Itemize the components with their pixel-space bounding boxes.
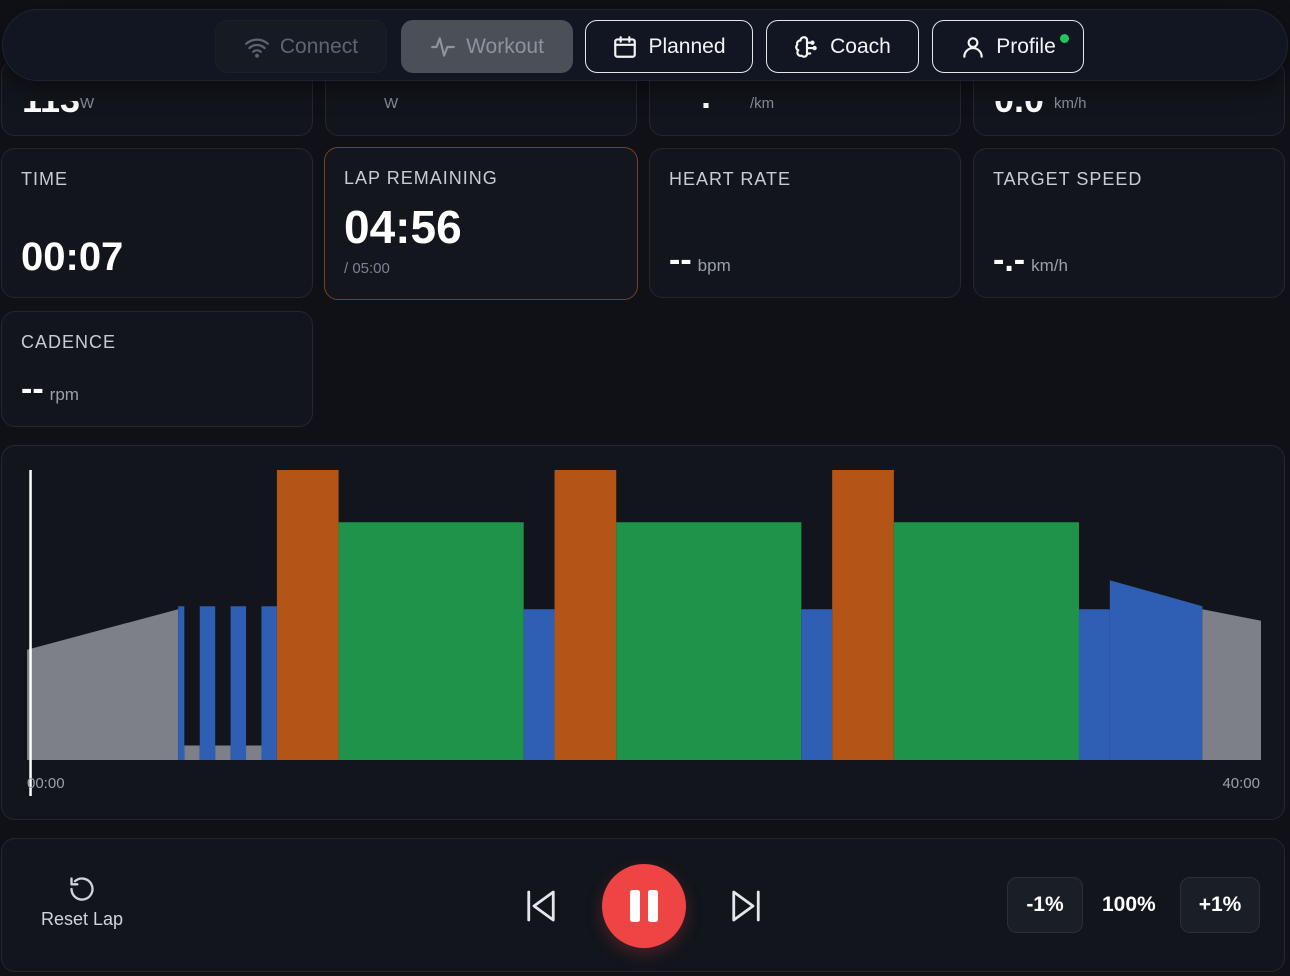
chart-segment-vo2: [276, 470, 339, 760]
lap-total: / 05:00: [344, 260, 390, 277]
metric-card-time: TIME 00:07: [1, 148, 313, 298]
chart-segment-vo2: [554, 470, 617, 760]
target-speed-unit: km/h: [1031, 256, 1068, 275]
top-nav-bar: Connect Workout Planned Coach Profile: [2, 9, 1288, 81]
intensity-value: 100%: [1102, 893, 1156, 916]
chart-segment-threshold: [338, 522, 524, 760]
brain-icon: [795, 35, 817, 58]
chart-segment-recovery: [199, 606, 216, 760]
workout-tab[interactable]: Workout: [401, 20, 573, 73]
profile-status-dot: [1060, 34, 1069, 43]
connect-button[interactable]: Connect: [215, 20, 387, 73]
chart-segment-warmup: [27, 609, 179, 760]
chart-segment-recovery: [523, 609, 555, 760]
time-label: TIME: [21, 169, 68, 189]
metric-card-lap-remaining: LAP REMAINING 04:56 / 05:00: [324, 147, 638, 300]
reset-lap-button[interactable]: Reset Lap: [32, 875, 132, 937]
cadence-unit: rpm: [49, 385, 79, 404]
reset-lap-label: Reset Lap: [40, 909, 124, 929]
heart-rate-value: --: [669, 241, 692, 279]
user-icon: [963, 36, 983, 58]
chart-segment-recovery: [1078, 609, 1110, 760]
workout-controls: Reset Lap -1% 100% +1%: [1, 838, 1285, 972]
avg-power-unit: W: [384, 95, 399, 112]
next-step-button[interactable]: [725, 885, 767, 927]
coach-tab[interactable]: Coach: [766, 20, 919, 73]
pace-value: :: [700, 75, 712, 116]
time-value: 00:07: [21, 235, 124, 279]
chart-segment-warmup: [215, 745, 231, 760]
workout-chart-svg[interactable]: [2, 446, 1286, 821]
calendar-icon: [614, 35, 637, 58]
heart-rate-label: HEART RATE: [669, 169, 792, 189]
chart-segment-threshold: [893, 522, 1079, 760]
activity-icon: [431, 36, 456, 57]
pace-unit: /km: [750, 95, 775, 112]
rotate-ccw-icon: [70, 877, 94, 901]
planned-tab[interactable]: Planned: [585, 20, 753, 73]
pause-icon: [630, 890, 658, 922]
chart-segment-recovery: [261, 606, 277, 760]
chart-start-tick: 00:00: [27, 775, 65, 792]
cadence-value: --: [21, 370, 44, 408]
skip-back-icon: [527, 890, 555, 922]
chart-segment-recovery: [801, 609, 833, 760]
chart-segment-recovery: [178, 606, 185, 760]
skip-forward-icon: [732, 890, 760, 922]
chart-segment-recovery: [230, 606, 247, 760]
chart-segment-vo2: [832, 470, 894, 760]
chart-segment-recovery: [1109, 580, 1203, 760]
chart-segment-warmup: [1202, 609, 1261, 760]
wifi-icon: [244, 38, 269, 58]
workout-profile-chart[interactable]: 00:00 40:00: [1, 445, 1285, 820]
coach-label: Coach: [830, 34, 891, 58]
planned-label: Planned: [648, 34, 726, 58]
increase-intensity-button[interactable]: +1%: [1180, 877, 1260, 933]
power-value: 113: [22, 79, 81, 120]
workout-label: Workout: [466, 34, 544, 58]
pause-button[interactable]: [602, 864, 686, 948]
target-speed-label: TARGET SPEED: [993, 169, 1143, 189]
metric-card-heart-rate: HEART RATE -- bpm: [649, 148, 961, 298]
speed-unit: km/h: [1054, 95, 1087, 112]
metric-card-target-speed: TARGET SPEED -.- km/h: [973, 148, 1285, 298]
decrease-intensity-button[interactable]: -1%: [1007, 877, 1083, 933]
connect-label: Connect: [279, 34, 359, 58]
chart-end-tick: 40:00: [1222, 775, 1260, 792]
profile-label: Profile: [996, 34, 1056, 58]
target-speed-value: -.-: [993, 241, 1026, 279]
cadence-label: CADENCE: [21, 332, 117, 352]
chart-segment-warmup: [184, 745, 200, 760]
lap-remaining-label: LAP REMAINING: [344, 168, 498, 188]
lap-remaining-value: 04:56: [344, 201, 462, 253]
power-unit: W: [80, 95, 95, 112]
metric-card-cadence: CADENCE -- rpm: [1, 311, 313, 427]
profile-tab[interactable]: Profile: [932, 20, 1084, 73]
previous-step-button[interactable]: [520, 885, 562, 927]
chart-segment-warmup: [246, 745, 262, 760]
chart-segment-threshold: [616, 522, 802, 760]
speed-value: 0.0: [994, 79, 1045, 120]
heart-rate-unit: bpm: [697, 256, 731, 275]
